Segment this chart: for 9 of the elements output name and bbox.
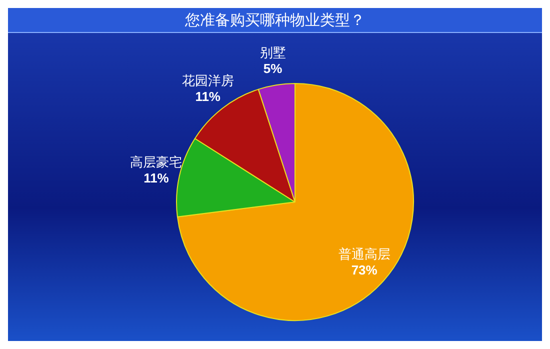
data-label: 11% [195,89,221,104]
slice-label: 高层豪宅 [130,154,182,170]
slice-label: 花园洋房 [182,73,234,90]
data-label: 11% [144,170,170,186]
data-label: 73% [351,262,378,278]
chart-title: 您准备购买哪种物业类型？ [8,8,542,33]
slice-label: 别墅 [260,46,286,61]
slice-label: 普通高层 [338,246,390,262]
data-label: 5% [263,61,283,76]
